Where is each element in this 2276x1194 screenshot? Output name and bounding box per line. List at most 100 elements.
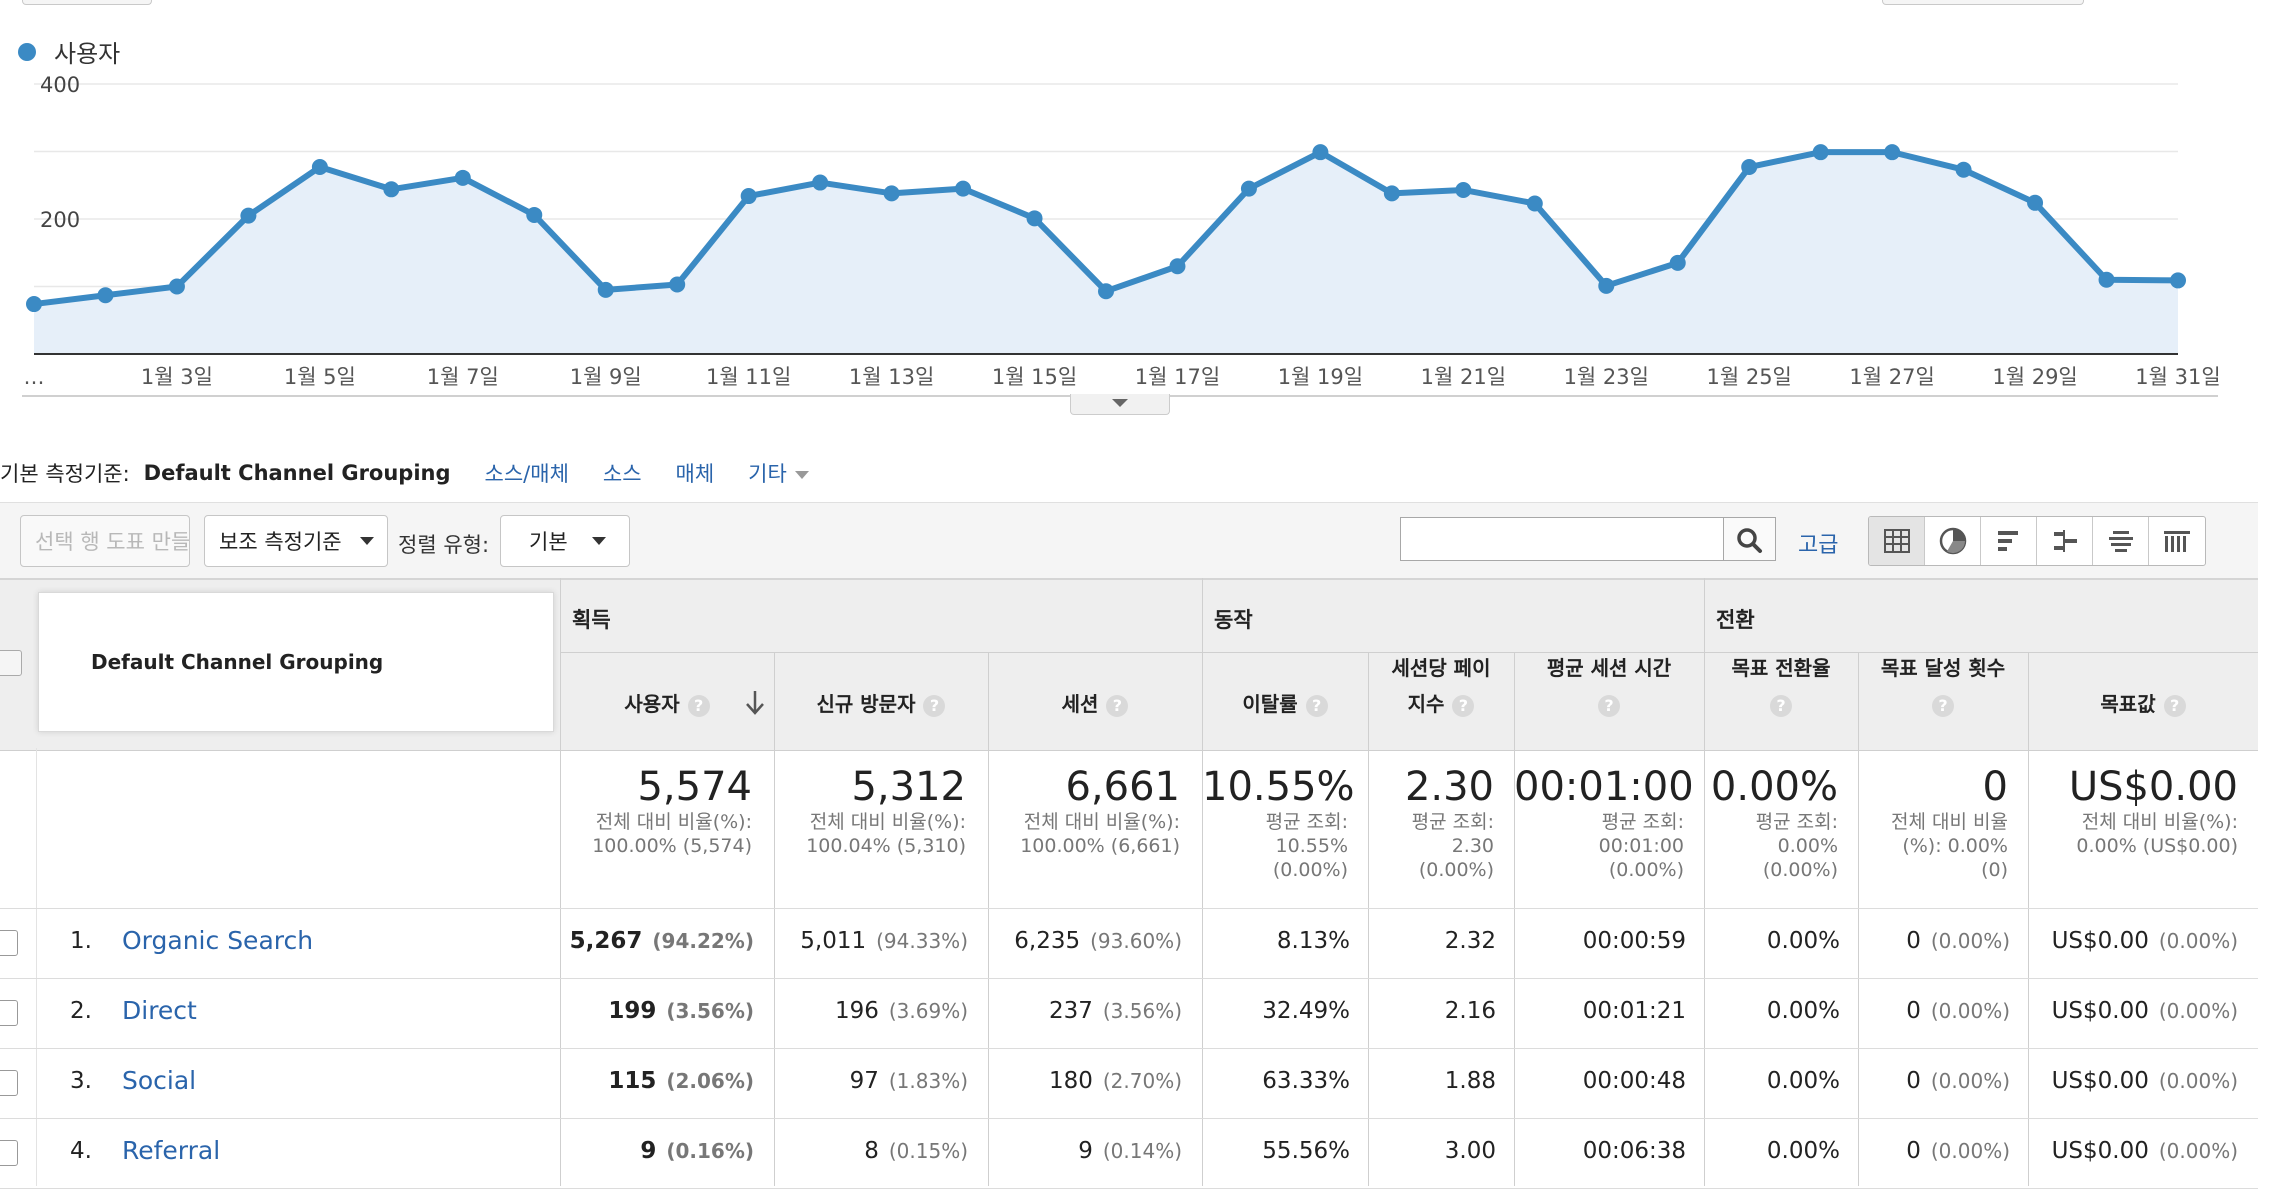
help-icon[interactable]: ? [2163, 694, 2186, 717]
select-all-checkbox[interactable] [0, 650, 22, 676]
cell-value: 2.32 [1444, 928, 1496, 954]
col-divider [1368, 652, 1369, 1186]
help-icon[interactable]: ? [1305, 694, 1328, 717]
cell-value: US$0.00 [2051, 998, 2149, 1024]
data-point [1741, 159, 1758, 176]
sort-descending-icon[interactable] [744, 688, 766, 718]
col-bounce-rate[interactable]: 이탈률? [1202, 686, 1368, 722]
secondary-dimension-dropdown[interactable]: 보조 측정기준 [204, 515, 388, 567]
dimension-link-source-medium[interactable]: 소스/매체 [484, 462, 569, 486]
x-tick-label: 1월 11일 [706, 365, 791, 389]
view-comparison-button[interactable] [2037, 517, 2093, 565]
col-goal-value[interactable]: 목표값? [2028, 686, 2258, 722]
cell-percentage: (3.69%) [888, 999, 968, 1023]
grid-icon [1883, 529, 1910, 553]
data-point [1026, 210, 1043, 227]
cell-value: 8.13% [1276, 928, 1350, 954]
col-new-users-label: 신규 방문자 [816, 692, 916, 716]
data-point [2098, 271, 2115, 288]
chart-collapse-tab[interactable] [1070, 394, 1170, 415]
col-pages-per-session[interactable]: 세션당 페이 지수? [1368, 650, 1514, 722]
help-icon[interactable]: ? [1106, 694, 1129, 717]
cell-percentage: (2.70%) [1102, 1069, 1182, 1093]
col-goal-conversion-rate[interactable]: 목표 전환율? [1704, 650, 1858, 722]
help-icon[interactable]: ? [923, 694, 946, 717]
plot-rows-button[interactable]: 선택 행 도표 만들기 [20, 515, 190, 567]
search-button[interactable] [1724, 517, 1776, 561]
help-icon[interactable]: ? [687, 694, 710, 717]
col-divider [2028, 652, 2029, 1186]
cell-percentage: (0.00%) [2158, 1139, 2238, 1163]
row-channel-link[interactable]: Social [122, 1066, 197, 1095]
total-goal-completions: 0 전체 대비 비율 (%): 0.00% (0) [1858, 764, 2008, 882]
cell-goal-completions: 0 (0.00%) [1906, 998, 2010, 1024]
total-users: 5,574 전체 대비 비율(%): 100.00% (5,574) [560, 764, 752, 858]
help-icon[interactable]: ? [1452, 694, 1475, 717]
row-divider [0, 1048, 2258, 1049]
data-point [311, 159, 328, 176]
chart-interval-buttons-edge[interactable] [1882, 0, 2084, 5]
advanced-filter-link[interactable]: 고급 [1798, 533, 1839, 558]
cell-value: 5,267 [569, 928, 643, 954]
total-users-value: 5,574 [637, 764, 752, 810]
view-term-cloud-button[interactable] [2093, 517, 2149, 565]
row-checkbox[interactable] [0, 1140, 18, 1166]
chart-legend: 사용자 [18, 34, 120, 69]
sort-type-dropdown[interactable]: 기본 [500, 515, 630, 567]
col-goal-completions[interactable]: 목표 달성 횟수? [1858, 650, 2028, 722]
col-users[interactable]: 사용자? [560, 686, 774, 722]
cell-percentage: (94.22%) [652, 929, 754, 953]
row-checkbox[interactable] [0, 1000, 18, 1026]
view-data-table-button[interactable] [1869, 517, 1925, 565]
view-percentage-button[interactable] [1925, 517, 1981, 565]
total-bounce-delta: (0.00%) [1272, 859, 1348, 881]
total-pages-per-session: 2.30 평균 조회: 2.30 (0.00%) [1368, 764, 1494, 882]
help-icon[interactable]: ? [1770, 694, 1792, 717]
row-channel-link[interactable]: Organic Search [122, 926, 314, 955]
plot-rows-label: 선택 행 도표 만들기 [35, 530, 190, 554]
cell-goal-value: US$0.00 (0.00%) [2052, 998, 2238, 1024]
help-icon[interactable]: ? [1598, 694, 1620, 717]
total-goal-rate-detail: 0.00% [1777, 835, 1838, 857]
row-checkbox[interactable] [0, 1070, 18, 1096]
cell-duration: 00:00:48 [1583, 1068, 1686, 1094]
view-pivot-button[interactable] [2149, 517, 2205, 565]
row-divider [0, 978, 2258, 979]
dimension-link-source[interactable]: 소스 [602, 462, 642, 486]
data-point [1812, 144, 1829, 161]
table-toolbar: 선택 행 도표 만들기 보조 측정기준 정렬 유형: 기본 [0, 502, 2258, 579]
x-tick-label: 1월 25일 [1706, 365, 1791, 389]
cell-percentage: (0.00%) [2158, 1069, 2238, 1093]
total-users-caption: 전체 대비 비율(%): [595, 811, 752, 833]
dimension-column-header[interactable]: Default Channel Grouping [38, 592, 554, 732]
area-fill [34, 152, 2178, 354]
data-point [669, 276, 686, 293]
cell-value: 9 [640, 1138, 657, 1164]
total-bounce-value: 10.55% [1202, 764, 1355, 810]
col-new-users[interactable]: 신규 방문자? [774, 686, 988, 722]
total-bounce-caption: 평균 조회: [1265, 811, 1348, 833]
dimension-link-medium[interactable]: 매체 [675, 462, 715, 486]
row-channel-link[interactable]: Direct [122, 996, 197, 1025]
data-point [1240, 180, 1257, 197]
col-divider [1858, 652, 1859, 1186]
cell-bounce: 8.13% [1277, 928, 1350, 954]
col-sessions[interactable]: 세션? [988, 686, 1202, 722]
col-avg-session-duration[interactable]: 평균 세션 시간? [1514, 650, 1704, 722]
legend-dot-icon [18, 42, 36, 61]
cell-value: 0 [1906, 1138, 1921, 1164]
date-range-button-edge[interactable] [22, 0, 152, 5]
cell-percentage: (0.00%) [2158, 999, 2238, 1023]
table-search-input[interactable] [1400, 517, 1724, 561]
view-performance-button[interactable] [1981, 517, 2037, 565]
row-checkbox[interactable] [0, 930, 18, 956]
col-bounce-label: 이탈률 [1242, 692, 1298, 716]
dimension-link-other[interactable]: 기타 [748, 458, 809, 488]
help-icon[interactable]: ? [1932, 694, 1954, 717]
total-sessions-value: 6,661 [1065, 764, 1180, 810]
total-duration-delta: (0.00%) [1608, 859, 1684, 881]
cell-value: 32.49% [1262, 998, 1350, 1024]
col-divider [774, 652, 775, 1186]
users-area-chart[interactable]: 400 200 … 1월 3일 1월 5일 1월 7일 1월 9일 1월 11일 1월 13일 1… [0, 70, 2230, 410]
row-channel-link[interactable]: Referral [122, 1136, 221, 1165]
